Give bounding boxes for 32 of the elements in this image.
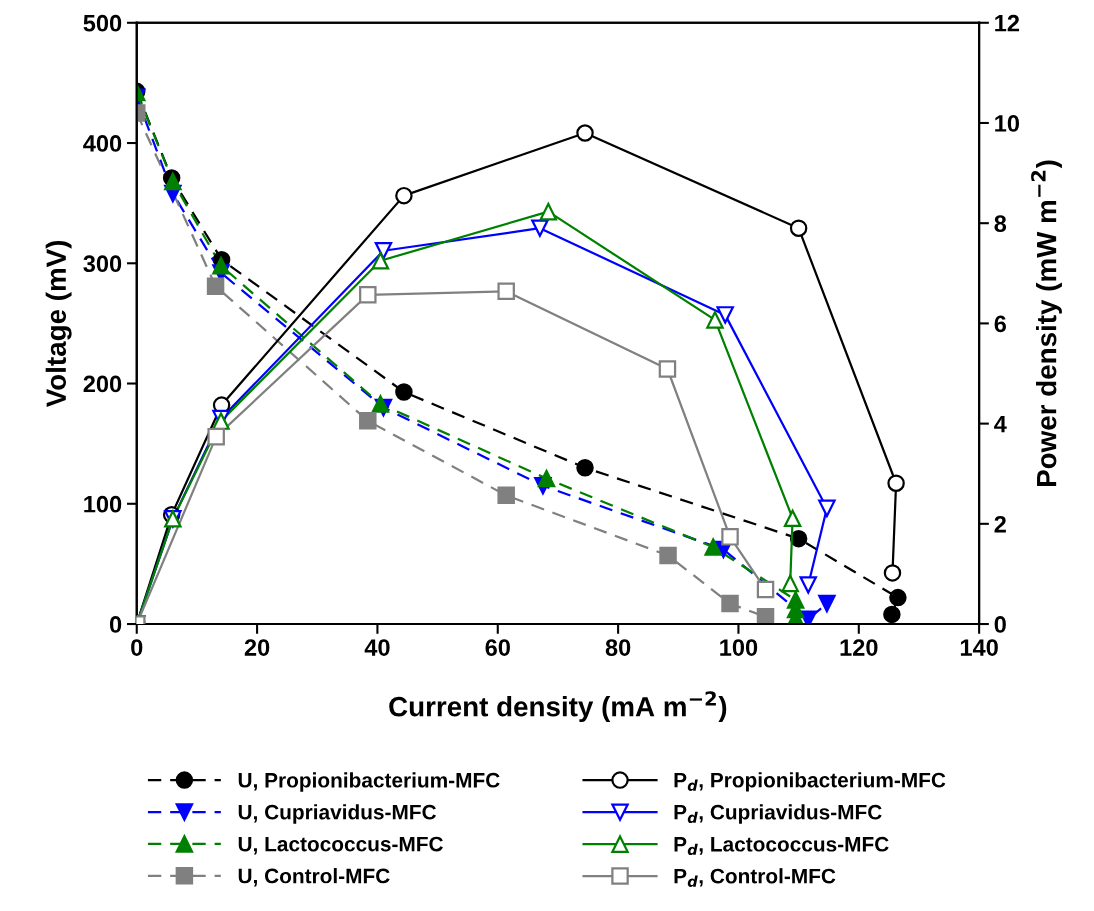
y2-tick-label: 12 — [995, 14, 1020, 32]
x-tick-label: 0 — [131, 639, 143, 656]
x-tick-label: 120 — [840, 639, 878, 656]
y-axis-title: Voltage (mV) — [45, 240, 72, 408]
x-tick-label: 80 — [605, 639, 631, 656]
legend-label: P$_{d}$, Propionibacterium-MFC — [674, 772, 946, 792]
legend-label: U, Propionibacterium-MFC — [238, 772, 500, 792]
y2-tick-label: 8 — [994, 215, 1007, 232]
y2-tick-label: 4 — [994, 415, 1007, 433]
y-tick-label: 0 — [109, 616, 122, 633]
legend-label: P$_{d}$, Cupriavidus-MFC — [674, 804, 882, 824]
y2-tick-label: 10 — [995, 115, 1020, 132]
x-tick-label: 40 — [364, 639, 390, 656]
legend-label: U, Cupriavidus-MFC — [238, 804, 437, 824]
legend-label: P$_{d}$, Control-MFC — [674, 868, 836, 887]
y-tick-label: 200 — [83, 375, 122, 393]
y-tick-label: 500 — [83, 14, 122, 32]
legend-label: U, Control-MFC — [238, 868, 390, 887]
y-tick-label: 400 — [83, 135, 122, 152]
x-tick-label: 60 — [485, 639, 510, 656]
x-axis-title: Current density (mA m$^{−2}$) — [389, 691, 727, 723]
y-tick-label: 100 — [84, 495, 122, 513]
y2-tick-label: 2 — [994, 515, 1006, 533]
y2-axis-title: Power density (mW m$^{−2}$) — [1031, 160, 1062, 486]
legend-label: P$_{d}$, Lactococcus-MFC — [674, 836, 889, 856]
x-tick-label: 100 — [720, 639, 758, 656]
x-tick-label: 20 — [244, 639, 270, 656]
y2-tick-label: 6 — [994, 315, 1006, 333]
legend-label: U, Lactococcus-MFC — [238, 836, 443, 855]
x-tick-label: 140 — [960, 639, 998, 656]
y-tick-label: 300 — [83, 255, 122, 273]
y2-tick-label: 0 — [994, 616, 1006, 633]
